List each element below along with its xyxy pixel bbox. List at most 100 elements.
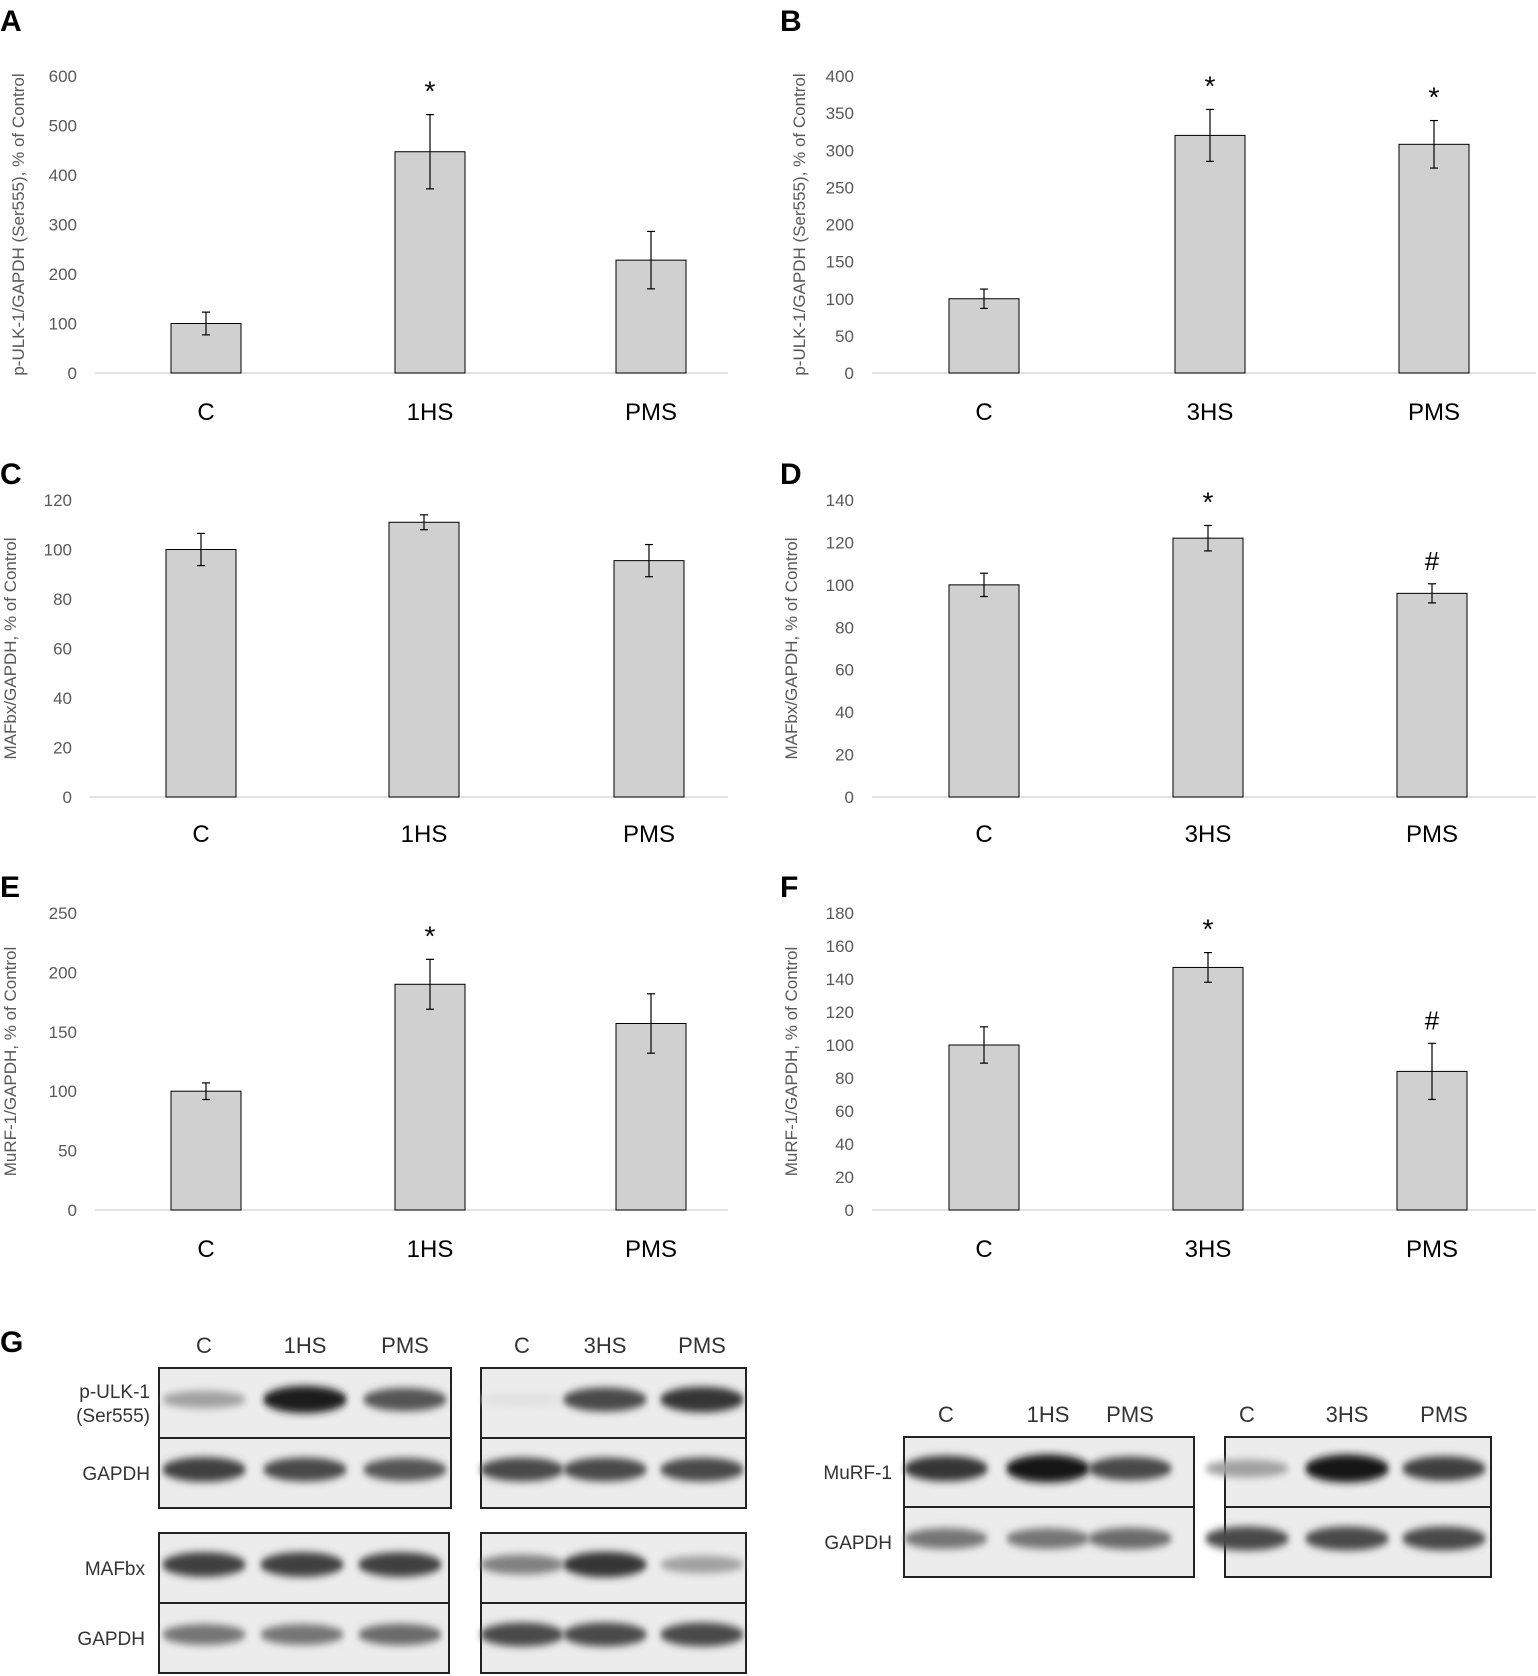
y-tick-label: 0 [68, 364, 77, 383]
significance-mark: * [425, 76, 436, 107]
y-tick-label: 180 [826, 904, 854, 923]
category-label: PMS [625, 1236, 677, 1263]
blot-band [1305, 1454, 1389, 1483]
blot-group: C 3HS PMS [480, 1333, 747, 1509]
y-tick-label: 0 [845, 1201, 854, 1220]
significance-mark: # [1425, 1005, 1440, 1035]
y-tick-label: 200 [826, 216, 854, 235]
blot-band [1205, 1459, 1289, 1478]
bar-pms [1396, 592, 1468, 798]
blot-band [660, 1386, 744, 1413]
y-tick-label: 600 [49, 67, 77, 86]
blot-band [162, 1552, 246, 1577]
blot-band [904, 1528, 988, 1549]
y-tick-label: 160 [826, 937, 854, 956]
y-axis-label: MuRF-1/GAPDH, % of Control [782, 947, 801, 1177]
y-tick-label: 50 [58, 1142, 77, 1161]
y-tick-label: 100 [826, 290, 854, 309]
blot-band [358, 1552, 442, 1577]
category-label: PMS [1406, 1236, 1458, 1263]
bar-pms [1398, 143, 1470, 374]
blot-band [480, 1622, 564, 1647]
lane-label: 3HS [584, 1333, 627, 1358]
lane-label: PMS [678, 1333, 726, 1358]
y-tick-label: 0 [63, 788, 72, 807]
lane-label: C [196, 1333, 212, 1358]
blot-group [480, 1532, 747, 1674]
y-tick-label: 250 [49, 904, 77, 923]
panel-letter: G [0, 1326, 23, 1359]
lane-label: 1HS [1027, 1402, 1070, 1427]
category-label: C [975, 399, 992, 426]
y-tick-label: 140 [826, 970, 854, 989]
bar-1hs [394, 983, 466, 1211]
bar-3hs [1172, 537, 1244, 798]
bar-3hs [1174, 134, 1246, 374]
bar-c [165, 549, 237, 798]
lane-label: 1HS [284, 1333, 327, 1358]
y-tick-label: 0 [845, 788, 854, 807]
blot-band [563, 1457, 647, 1482]
y-tick-label: 60 [835, 1102, 854, 1121]
blot-band [563, 1622, 647, 1647]
blot-band [1402, 1456, 1486, 1481]
lane-label: C [514, 1333, 530, 1358]
blot-group: MAFbx GAPDH [77, 1532, 450, 1674]
blot-group: C 3HS PMS [1205, 1402, 1492, 1578]
panel-letter: A [0, 5, 22, 38]
y-tick-label: 400 [49, 166, 77, 185]
blot-band [480, 1554, 564, 1575]
category-label: C [975, 1236, 992, 1263]
blot-band [1305, 1526, 1389, 1551]
y-axis-label: p-ULK-1/GAPDH (Ser555), % of Control [790, 73, 809, 375]
bar-pms [613, 560, 685, 798]
category-label: PMS [623, 821, 675, 848]
y-tick-label: 120 [826, 533, 854, 552]
blot-band [363, 1387, 447, 1412]
lane-label: C [1239, 1402, 1255, 1427]
blot-band [1006, 1528, 1090, 1549]
y-tick-label: 140 [826, 491, 854, 510]
category-label: PMS [1406, 821, 1458, 848]
panel-letter: E [0, 871, 20, 904]
blot-band [563, 1387, 647, 1412]
blot-band [1402, 1526, 1486, 1551]
bar-3hs [1172, 966, 1244, 1211]
blot-band [660, 1457, 744, 1482]
y-tick-label: 40 [835, 703, 854, 722]
blot-band [162, 1457, 246, 1482]
lane-label: PMS [1420, 1402, 1468, 1427]
bar-1hs [388, 521, 460, 798]
y-tick-label: 80 [835, 618, 854, 637]
blot-band [1088, 1456, 1172, 1481]
y-tick-label: 100 [44, 541, 72, 560]
blot-band [263, 1385, 347, 1414]
y-axis-label: MAFbx/GAPDH, % of Control [782, 537, 801, 759]
y-tick-label: 150 [49, 1023, 77, 1042]
lane-label: PMS [381, 1333, 429, 1358]
y-tick-label: 300 [49, 216, 77, 235]
blot-band [162, 1390, 246, 1409]
blot-band [660, 1555, 744, 1574]
bar-c [948, 584, 1020, 798]
y-tick-label: 60 [53, 640, 72, 659]
y-tick-label: 20 [835, 1168, 854, 1187]
blot-row-label: GAPDH [77, 1629, 145, 1650]
category-label: C [197, 399, 214, 426]
lane-label: C [938, 1402, 954, 1427]
panel-letter: F [780, 871, 798, 904]
y-tick-label: 80 [835, 1069, 854, 1088]
blot-band [480, 1393, 564, 1406]
blot-group: C 1HS PMS p-ULK-1 (Ser555) GAPDH [76, 1333, 452, 1509]
chart-panel-b: B 0 50 100 150 200 250 300 350 400 p-ULK-1/GAPDH (… [780, 5, 1536, 426]
chart-panel-a: A 0 100 200 300 400 500 600 p-ULK-1/GAPDH (Ser55… [0, 5, 728, 426]
y-tick-label: 350 [826, 104, 854, 123]
blot-band [263, 1457, 347, 1482]
category-label: 1HS [401, 821, 448, 848]
y-tick-label: 400 [826, 67, 854, 86]
category-label: PMS [625, 399, 677, 426]
lane-label: 3HS [1326, 1402, 1369, 1427]
lane-label: PMS [1106, 1402, 1154, 1427]
category-label: 3HS [1185, 1236, 1232, 1263]
blot-row-label: MAFbx [85, 1559, 146, 1580]
